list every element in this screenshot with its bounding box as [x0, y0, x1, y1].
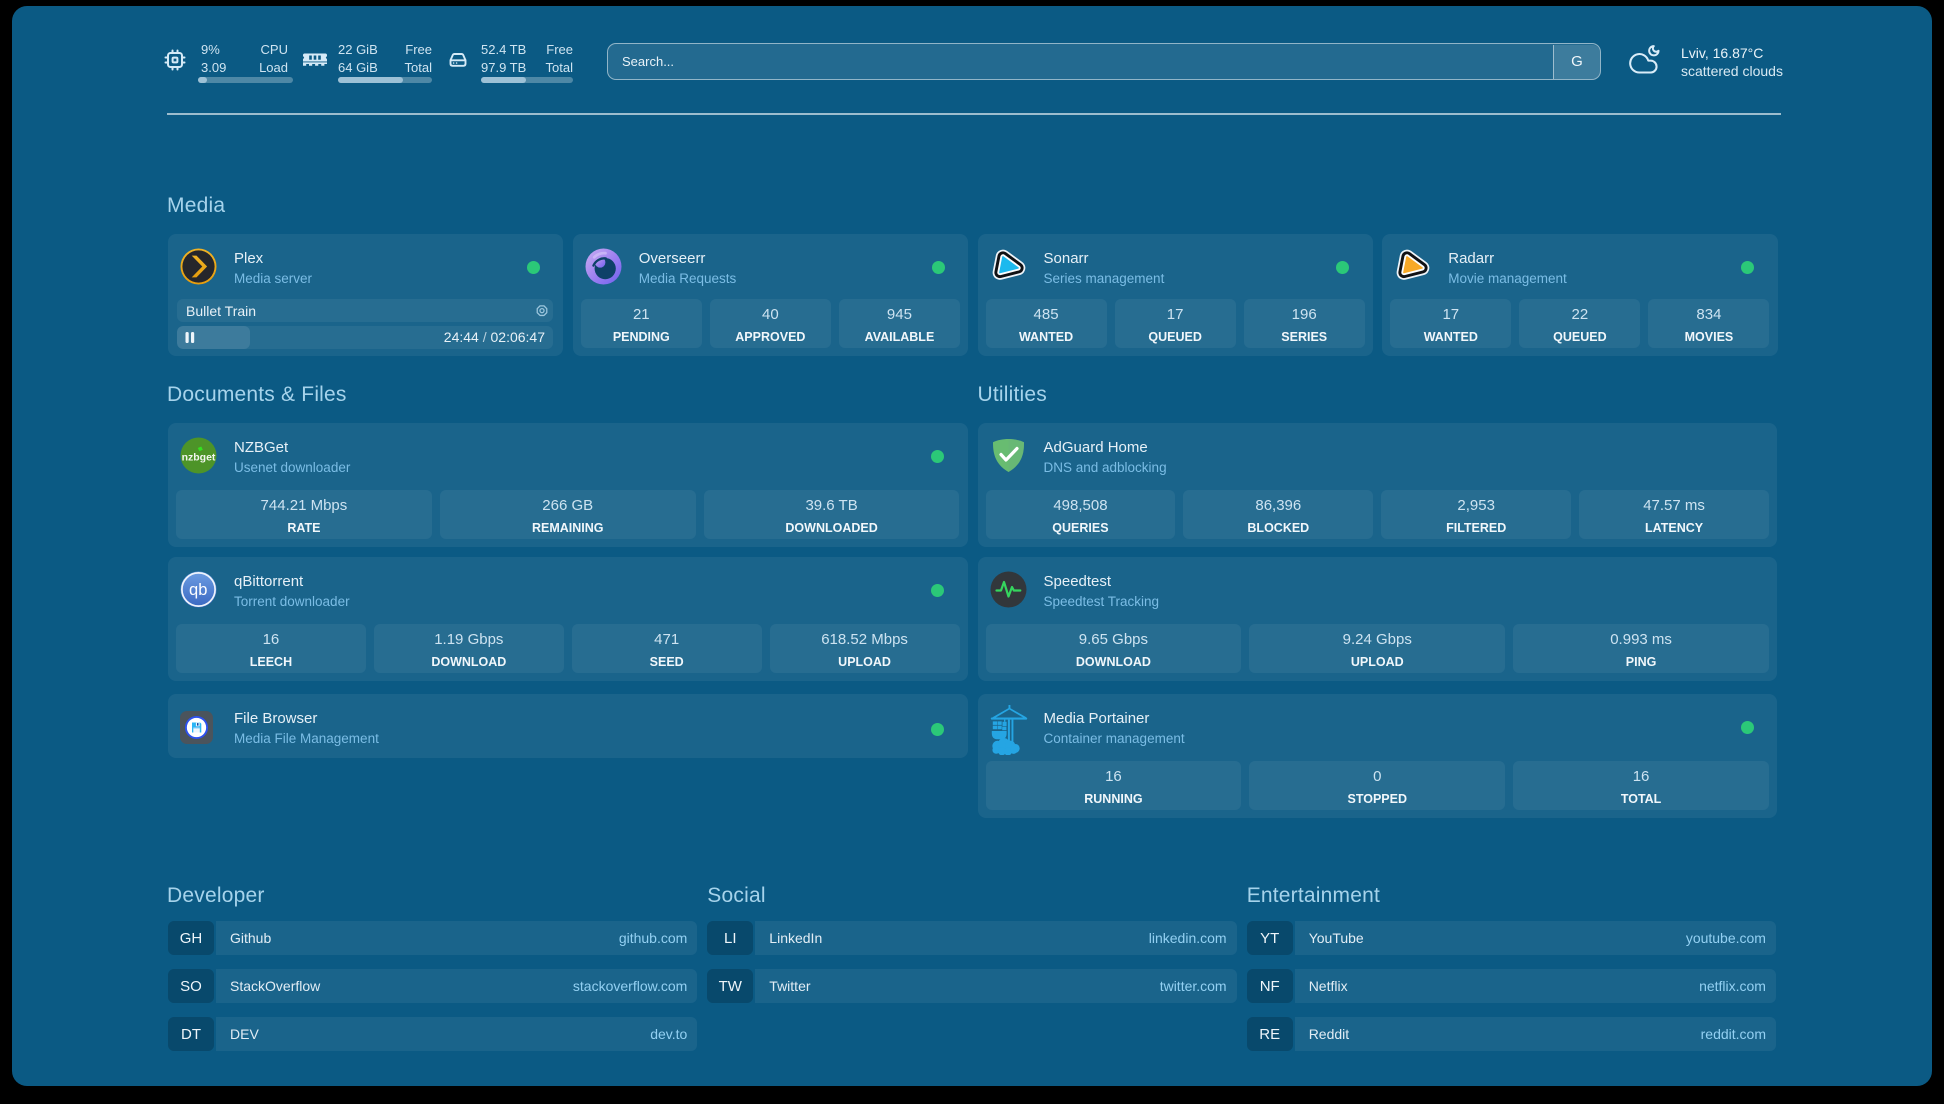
svg-text:nzbget: nzbget [182, 452, 216, 464]
svg-text:qb: qb [189, 581, 207, 599]
